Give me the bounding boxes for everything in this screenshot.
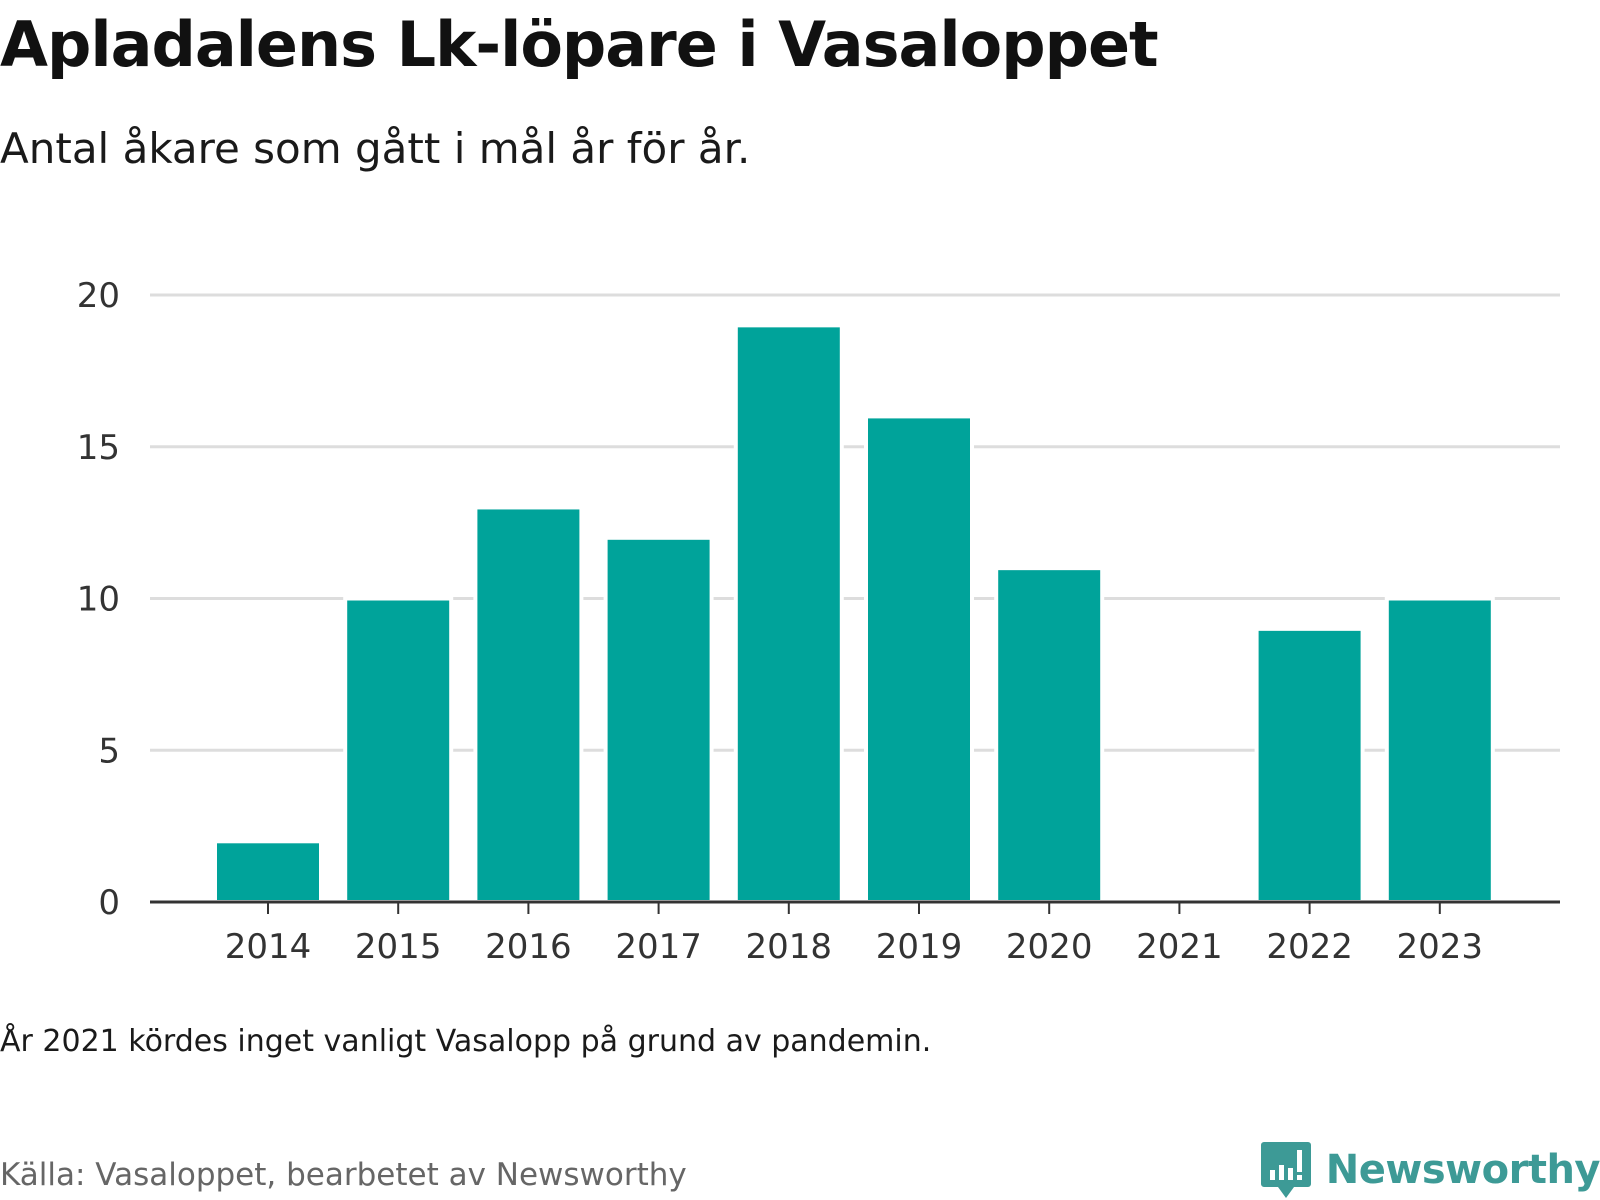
y-tick-label: 15 bbox=[77, 428, 120, 468]
chart-note: År 2021 kördes inget vanligt Vasalopp på… bbox=[0, 1024, 932, 1059]
x-tick-label: 2016 bbox=[485, 927, 572, 967]
x-tick-label: 2023 bbox=[1397, 927, 1484, 967]
y-tick-label: 10 bbox=[77, 580, 120, 620]
newsworthy-logo-icon bbox=[1260, 1142, 1311, 1198]
bar bbox=[473, 505, 584, 904]
y-tick-label: 0 bbox=[98, 883, 120, 923]
source-text: Källa: Vasaloppet, bearbetet av Newswort… bbox=[0, 1157, 687, 1193]
x-tick-label: 2022 bbox=[1266, 927, 1353, 967]
bar-chart: 0 5 10 15 20 2014 2015 2016 2017 2018 2019 2020 202… bbox=[77, 276, 1560, 967]
bar bbox=[1384, 596, 1495, 904]
x-tick-label: 2021 bbox=[1136, 927, 1223, 967]
brand-logo: Newsworthy bbox=[1260, 1140, 1600, 1200]
x-tick-label: 2018 bbox=[746, 927, 833, 967]
x-tick-label: 2019 bbox=[876, 927, 963, 967]
bars bbox=[213, 323, 1495, 905]
x-tick-label: 2020 bbox=[1006, 927, 1093, 967]
x-axis-tick-labels: 2014 2015 2016 2017 2018 2019 2020 2021 2022 2023 bbox=[225, 927, 1483, 967]
chart-title: Apladalens Lk-löpare i Vasaloppet bbox=[0, 8, 1159, 81]
bar bbox=[864, 414, 974, 904]
chart-subtitle: Antal åkare som gått i mål år för år. bbox=[0, 124, 751, 173]
bar bbox=[343, 596, 454, 904]
y-tick-label: 5 bbox=[98, 731, 120, 771]
bar bbox=[213, 839, 323, 904]
x-tick-label: 2017 bbox=[615, 927, 702, 967]
y-tick-label: 20 bbox=[77, 276, 120, 316]
brand-name: Newsworthy bbox=[1325, 1147, 1600, 1193]
bar bbox=[1254, 626, 1365, 904]
bar bbox=[603, 535, 714, 904]
y-axis-tick-labels: 0 5 10 15 20 bbox=[77, 276, 120, 923]
x-tick-label: 2014 bbox=[225, 927, 312, 967]
bar bbox=[994, 566, 1105, 905]
x-axis bbox=[150, 900, 1560, 914]
bar bbox=[733, 323, 844, 905]
x-tick-label: 2015 bbox=[355, 927, 442, 967]
